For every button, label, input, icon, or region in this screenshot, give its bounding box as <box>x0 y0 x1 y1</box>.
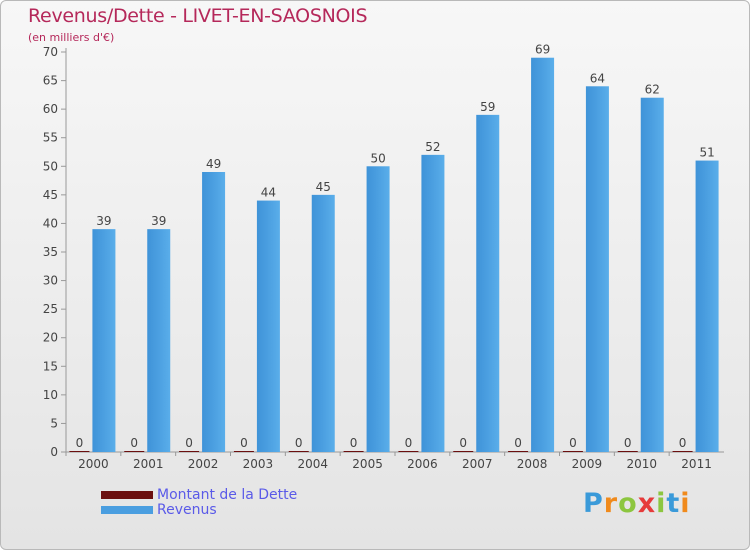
brand-letter: i <box>680 488 691 519</box>
brand-logo: Proxiti <box>583 488 691 519</box>
brand-letter: i <box>656 488 667 519</box>
y-tick-label: 45 <box>43 188 58 202</box>
x-tick-label: 2005 <box>352 457 383 471</box>
chart-subtitle: (en milliers d'€) <box>28 31 115 44</box>
revenue-value-label: 69 <box>535 43 550 57</box>
x-tick-label: 2008 <box>517 457 548 471</box>
brand-letter: t <box>666 488 681 519</box>
debt-value-label: 0 <box>459 436 467 450</box>
debt-value-label: 0 <box>624 436 632 450</box>
y-tick-label: 40 <box>43 216 58 230</box>
y-tick-label: 35 <box>43 245 58 259</box>
y-tick-label: 50 <box>43 159 58 173</box>
revenue-bar <box>585 86 609 453</box>
revenue-value-label: 44 <box>261 186 276 200</box>
revenue-value-label: 51 <box>699 146 714 160</box>
debt-value-label: 0 <box>240 436 248 450</box>
debt-bar <box>562 451 583 452</box>
revenue-value-label: 45 <box>316 180 331 194</box>
revenue-bar <box>476 114 500 452</box>
debt-bar <box>69 451 90 452</box>
revenue-bar <box>695 160 719 453</box>
debt-value-label: 0 <box>569 436 577 450</box>
legend-swatch-revenue <box>101 505 153 514</box>
debt-value-label: 0 <box>679 436 687 450</box>
debt-value-label: 0 <box>130 436 138 450</box>
brand-letter: P <box>583 488 604 519</box>
debt-bar <box>233 451 254 452</box>
x-tick-label: 2010 <box>626 457 657 471</box>
revenue-value-label: 59 <box>480 100 495 114</box>
chart-title: Revenus/Dette - LIVET-EN-SAOSNOIS <box>28 5 368 27</box>
legend-item-revenue: Revenus <box>101 501 297 518</box>
debt-value-label: 0 <box>185 436 193 450</box>
x-tick-label: 2004 <box>297 457 328 471</box>
x-tick-label: 2000 <box>78 457 109 471</box>
y-tick-label: 65 <box>43 74 58 88</box>
y-tick-label: 20 <box>43 331 58 345</box>
y-tick-label: 60 <box>43 102 58 116</box>
debt-bar <box>288 451 309 452</box>
debt-bar <box>343 451 364 452</box>
legend-label-revenue: Revenus <box>157 501 217 518</box>
y-tick-label: 5 <box>50 416 58 430</box>
brand-letter: x <box>637 488 657 519</box>
brand-letter: r <box>603 488 619 519</box>
revenue-bar <box>92 229 116 452</box>
legend-item-debt: Montant de la Dette <box>101 486 298 503</box>
revenue-value-label: 49 <box>206 157 221 171</box>
revenue-bar <box>147 229 171 452</box>
debt-bar <box>617 451 638 452</box>
debt-value-label: 0 <box>76 436 84 450</box>
debt-bar <box>508 451 529 452</box>
y-tick-label: 15 <box>43 359 58 373</box>
debt-bar <box>453 451 474 452</box>
debt-value-label: 0 <box>350 436 358 450</box>
legend-swatch-debt <box>101 490 153 499</box>
x-tick-label: 2006 <box>407 457 438 471</box>
revenue-value-label: 62 <box>645 83 660 97</box>
x-tick-label: 2011 <box>681 457 712 471</box>
x-tick-label: 2002 <box>188 457 219 471</box>
revenue-bar <box>311 194 335 452</box>
x-tick-label: 2003 <box>243 457 274 471</box>
legend-label-debt: Montant de la Dette <box>157 486 298 503</box>
revenue-bar <box>640 97 664 452</box>
revenue-value-label: 52 <box>425 140 440 154</box>
chart-legend: Montant de la Dette Revenus <box>101 486 298 518</box>
debt-value-label: 0 <box>405 436 413 450</box>
revenue-bar <box>256 200 280 452</box>
y-tick-label: 10 <box>43 388 58 402</box>
x-tick-label: 2009 <box>572 457 603 471</box>
debt-value-label: 0 <box>295 436 303 450</box>
x-tick-label: 2007 <box>462 457 493 471</box>
debt-bar <box>179 451 200 452</box>
revenue-value-label: 50 <box>370 151 385 165</box>
revenue-bar <box>421 154 445 452</box>
y-tick-label: 70 <box>43 45 58 59</box>
y-tick-label: 25 <box>43 302 58 316</box>
x-tick-label: 2001 <box>133 457 164 471</box>
brand-letter: o <box>618 488 638 519</box>
y-tick-label: 0 <box>50 445 58 459</box>
revenue-bar <box>366 166 390 453</box>
revenue-bar <box>202 172 226 452</box>
debt-bar <box>124 451 145 452</box>
debt-bar <box>672 451 693 452</box>
revenue-value-label: 64 <box>590 71 605 85</box>
debt-value-label: 0 <box>514 436 522 450</box>
revenue-value-label: 39 <box>151 214 166 228</box>
y-tick-label: 30 <box>43 274 58 288</box>
revenue-bar <box>531 57 555 452</box>
revenue-value-label: 39 <box>96 214 111 228</box>
debt-bar <box>398 451 419 452</box>
y-tick-label: 55 <box>43 131 58 145</box>
